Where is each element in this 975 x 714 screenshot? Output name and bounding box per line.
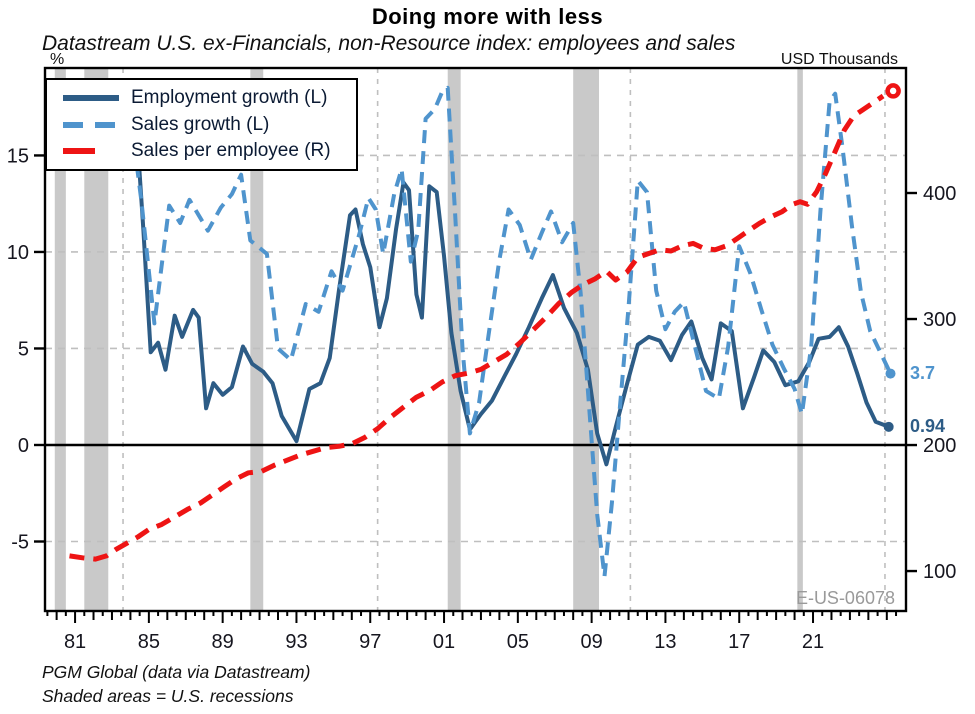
watermark: E-US-06078 [795, 588, 895, 608]
series-employment-end-dot [883, 421, 894, 432]
recession-band [54, 68, 66, 611]
right-axis-unit: USD Thousands [780, 51, 898, 68]
x-axis-tick-label: 05 [507, 631, 529, 653]
legend-item-sales_growth: Sales growth (L) [61, 112, 356, 138]
left-axis-tick-label: 10 [7, 242, 29, 264]
legend-label: Sales growth (L) [131, 113, 270, 135]
legend-label: Sales per employee (R) [131, 140, 331, 162]
right-axis-tick-label: 100 [923, 561, 956, 583]
x-axis-tick-label: 89 [212, 631, 234, 653]
chart-title: Doing more with less [371, 4, 604, 29]
plot-border [43, 66, 908, 613]
left-axis-tick-label: -5 [11, 532, 29, 554]
legend-line-employment [63, 94, 119, 101]
x-axis-tick-label: 13 [654, 631, 676, 653]
right-axis-tick-label: 300 [923, 309, 956, 331]
left-axis-tick-label: 5 [18, 338, 29, 360]
legend-line-sales_per_employee [63, 148, 95, 155]
legend-box: Employment growth (L) Sales growth (L) Sal… [45, 78, 358, 171]
legend-line-sales_growth [63, 121, 119, 128]
x-axis-tick-label: 93 [285, 631, 307, 653]
series-sales_per_employee-end-ring [885, 83, 901, 99]
x-axis-tick-label: 09 [581, 631, 603, 653]
legend-item-employment: Employment growth (L) [61, 85, 356, 111]
recession-band [84, 68, 109, 611]
legend-label: Employment growth (L) [131, 86, 328, 108]
x-axis-tick-label: 81 [64, 631, 86, 653]
right-axis-tick-label: 400 [923, 183, 956, 205]
footer-note: Shaded areas = U.S. recessions [42, 686, 294, 706]
x-axis-tick-label: 85 [138, 631, 160, 653]
left-axis-tick-label: 0 [18, 435, 29, 457]
x-axis-tick-label: 97 [359, 631, 381, 653]
legend-item-sales_per_employee: Sales per employee (R) [61, 138, 356, 164]
left-axis-unit: % [50, 51, 65, 68]
left-axis-tick-label: 15 [7, 145, 29, 167]
series-sales_per_employee [69, 93, 885, 562]
last-value-annotation: 3.7 [910, 362, 936, 383]
last-value-annotation: 0.94 [910, 415, 946, 436]
series-sales_growth [132, 85, 893, 579]
footer-source: PGM Global (data via Datastream) [42, 662, 311, 682]
recession-band [797, 68, 803, 611]
x-axis-tick-label: 21 [802, 631, 824, 653]
x-axis-tick-label: 17 [728, 631, 750, 653]
chart-subtitle: Datastream U.S. ex-Financials, non-Resou… [42, 32, 736, 55]
series-sales_growth-end-dot [885, 368, 896, 379]
x-axis-tick-label: 01 [433, 631, 455, 653]
footer: PGM Global (data via Datastream) Shaded … [42, 660, 310, 708]
right-axis-tick-label: 200 [923, 435, 956, 457]
recession-band [250, 68, 264, 611]
